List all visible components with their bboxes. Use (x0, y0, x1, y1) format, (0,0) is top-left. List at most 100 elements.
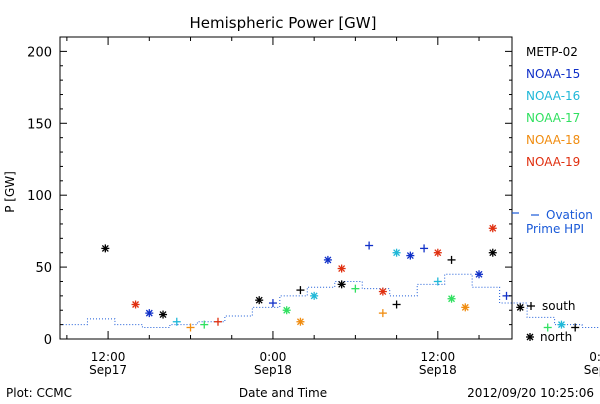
data-point-south (378, 309, 387, 318)
marker-stroke (489, 224, 497, 232)
data-point-south (200, 320, 209, 329)
data-point-south (571, 323, 580, 332)
data-point-north (310, 291, 319, 300)
south-marker-legend-icon (527, 302, 535, 310)
legend-item: NOAA-17 (526, 111, 580, 125)
data-point-north (145, 309, 154, 318)
x-tick-time-label: 12:00 (91, 350, 126, 364)
north-marker-legend-icon (526, 333, 534, 341)
data-point-north (488, 248, 497, 257)
marker-stroke (338, 280, 346, 288)
data-point-north (406, 251, 415, 260)
plot-credit: Plot: CCMC (6, 386, 72, 400)
ovation-legend-label: Ovation (546, 208, 593, 222)
marker-stroke (475, 270, 483, 278)
x-tick-time-label: 0:00 (589, 350, 600, 364)
plot-frame (59, 36, 513, 340)
y-axis-label: P [GW] (3, 171, 17, 213)
series-metp-02 (101, 244, 580, 332)
marker-stroke (461, 303, 469, 311)
data-point-north (131, 300, 140, 309)
data-point-south (296, 286, 305, 295)
data-point-south (392, 300, 401, 309)
data-point-north (255, 296, 264, 305)
legend-item: NOAA-19 (526, 155, 580, 169)
marker-stroke (310, 292, 318, 300)
data-point-north (392, 248, 401, 257)
data-point-north (461, 303, 470, 312)
marker-stroke (296, 318, 304, 326)
marker-stroke (132, 301, 140, 308)
data-point-north (101, 244, 110, 253)
marker-stroke (406, 252, 414, 260)
data-point-north (323, 255, 332, 264)
y-tick-label: 50 (35, 261, 52, 276)
marker-stroke (255, 296, 263, 304)
data-point-south (351, 284, 360, 293)
data-point-north (337, 264, 346, 273)
data-point-south (447, 255, 456, 264)
x-tick-time-label: 12:00 (421, 350, 456, 364)
data-point-north (337, 280, 346, 289)
data-point-north (433, 248, 442, 257)
data-point-south (420, 244, 429, 253)
x-tick-time-label: 0:00 (259, 350, 286, 364)
y-tick-label: 200 (27, 45, 52, 60)
marker-stroke (145, 309, 153, 317)
series-noaa-15 (145, 241, 511, 318)
y-tick-label: 100 (27, 189, 52, 204)
legend-item: METP-02 (526, 45, 578, 59)
data-point-south (365, 241, 374, 250)
data-point-south (213, 317, 222, 326)
data-point-south (543, 323, 552, 332)
data-point-south (172, 317, 181, 326)
marker-stroke (526, 333, 534, 341)
south-marker-legend-label: south (542, 299, 576, 313)
x-tick-date-label: Sep18 (419, 363, 457, 377)
data-point-north (516, 303, 525, 312)
ovation-series (62, 273, 600, 328)
x-tick-date-label: Sep17 (89, 363, 127, 377)
marker-stroke (379, 288, 387, 296)
legend-item: NOAA-15 (526, 67, 580, 81)
data-point-north (557, 320, 566, 329)
marker-stroke (159, 311, 167, 319)
series-noaa-19 (131, 224, 497, 326)
marker-stroke (557, 321, 565, 329)
x-tick-date-label: Sep18 (254, 363, 292, 377)
data-point-north (296, 317, 305, 326)
data-point-south (268, 299, 277, 308)
marker-stroke (338, 265, 346, 272)
plot-timestamp: 2012/09/20 10:25:06 (467, 386, 594, 400)
data-point-south (186, 323, 195, 332)
legend: METP-02 NOAA-15 NOAA-16 NOAA-17 NOAA-18 NOAA-… (512, 45, 593, 344)
series-noaa-16 (172, 248, 566, 329)
data-point-north (378, 287, 387, 296)
y-tick-label: 0 (44, 333, 52, 348)
series-noaa-17 (200, 284, 552, 332)
ovation-legend-label: Prime HPI (526, 222, 584, 236)
plot-axes: 05010015020012:00Sep170:00Sep1812:00Sep1… (27, 36, 600, 377)
marker-stroke (101, 244, 109, 252)
marker-stroke (283, 306, 291, 314)
marker-stroke (448, 295, 456, 303)
data-point-north (447, 294, 456, 303)
legend-item: NOAA-16 (526, 89, 580, 103)
legend-item: NOAA-18 (526, 133, 580, 147)
y-tick-label: 150 (27, 117, 52, 132)
marker-stroke (516, 303, 524, 311)
data-point-south (433, 277, 442, 286)
x-axis-label: Date and Time (239, 386, 327, 400)
data-point-north (475, 270, 484, 279)
series-noaa-18 (186, 303, 470, 332)
ovation-curve (62, 273, 600, 328)
marker-stroke (489, 249, 497, 257)
north-marker-legend-label: north (540, 330, 572, 344)
x-tick-date-label: Sep19 (584, 363, 600, 377)
marker-stroke (393, 249, 401, 257)
marker-stroke (324, 256, 332, 264)
chart-title: Hemispheric Power [GW] (190, 14, 377, 32)
data-point-north (159, 310, 168, 319)
